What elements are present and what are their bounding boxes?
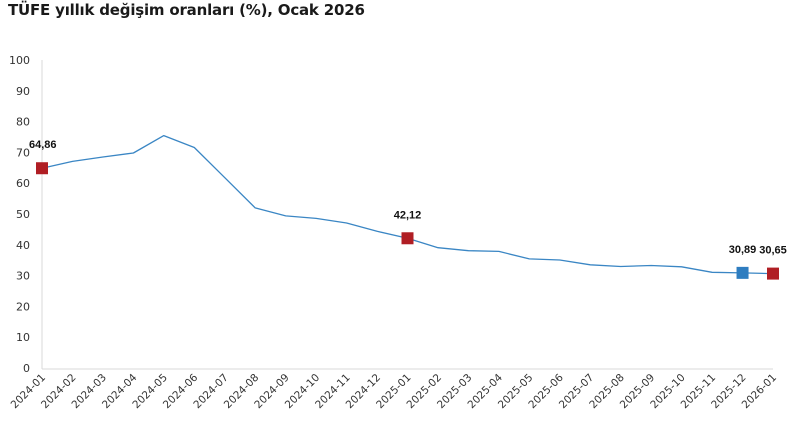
y-tick-label: 70 bbox=[16, 146, 30, 159]
y-axis: 0 10 20 30 40 50 60 70 80 90 100 bbox=[9, 54, 43, 375]
y-tick-label: 20 bbox=[16, 300, 30, 313]
data-series bbox=[41, 134, 774, 275]
red-square-marker bbox=[767, 267, 779, 280]
y-tick-label: 100 bbox=[9, 54, 30, 67]
y-tick-label: 10 bbox=[16, 331, 30, 344]
y-tick-label: 60 bbox=[16, 177, 30, 190]
y-tick-label: 40 bbox=[16, 239, 30, 252]
y-tick-label: 30 bbox=[16, 270, 30, 283]
red-square-marker bbox=[401, 232, 414, 245]
blue-square-marker bbox=[736, 266, 749, 279]
series-line bbox=[41, 134, 774, 275]
data-label: 30,89 bbox=[729, 244, 757, 256]
data-label: 64,86 bbox=[29, 139, 57, 151]
data-label: 42,12 bbox=[394, 209, 422, 221]
red-square-marker bbox=[36, 162, 48, 175]
y-tick-label: 50 bbox=[16, 208, 30, 221]
x-axis: 2024-012024-022024-032024-042024-052024-… bbox=[9, 368, 779, 411]
chart-title: TÜFE yıllık değişim oranları (%), Ocak 2… bbox=[8, 1, 365, 19]
data-label: 30,65 bbox=[759, 245, 787, 257]
y-tick-label: 0 bbox=[23, 362, 30, 375]
y-tick-label: 80 bbox=[16, 116, 30, 129]
data-annotations: 64,86 42,12 30,89 30,65 bbox=[29, 139, 787, 280]
y-tick-label: 90 bbox=[16, 85, 30, 98]
